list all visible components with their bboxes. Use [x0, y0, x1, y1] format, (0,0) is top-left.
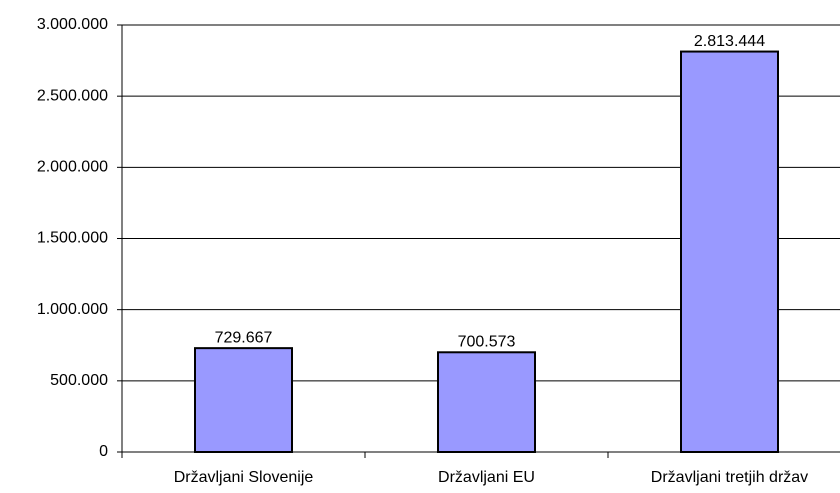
data-label: 729.667 — [215, 329, 273, 346]
y-tick-label: 500.000 — [50, 372, 108, 389]
y-tick-label: 3.000.000 — [37, 16, 108, 33]
y-tick-label: 2.500.000 — [37, 87, 108, 104]
x-tick-label: Državljani tretjih držav — [651, 469, 808, 486]
y-tick-label: 2.000.000 — [37, 159, 108, 176]
y-tick-label: 1.000.000 — [37, 301, 108, 318]
data-label: 700.573 — [458, 334, 516, 351]
x-tick-label: Državljani EU — [438, 469, 535, 486]
y-tick-label: 0 — [99, 443, 108, 460]
bar — [194, 347, 293, 454]
y-tick-label: 1.500.000 — [37, 230, 108, 247]
bar — [437, 351, 536, 453]
bar — [680, 50, 779, 454]
data-label: 2.813.444 — [694, 33, 765, 50]
x-tick-label: Državljani Slovenije — [174, 469, 314, 486]
